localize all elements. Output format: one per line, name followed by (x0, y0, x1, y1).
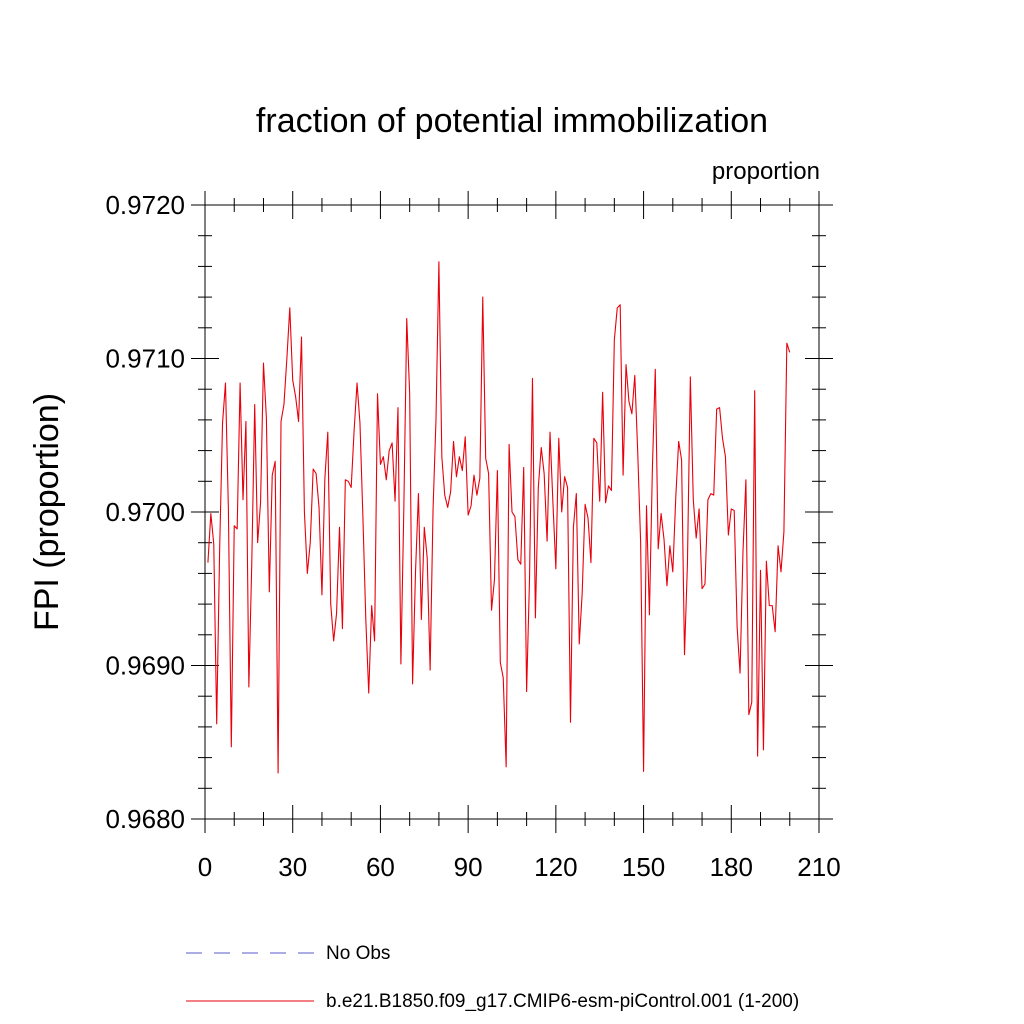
legend-label-no-obs: No Obs (326, 943, 390, 964)
x-tick-label: 120 (534, 852, 577, 882)
series-line (208, 262, 790, 773)
y-tick-label: 0.9710 (105, 344, 185, 374)
y-tick-label: 0.9700 (105, 497, 185, 527)
chart-title: fraction of potential immobilization (256, 102, 768, 140)
y-tick-label: 0.9690 (105, 651, 185, 681)
x-tick-label: 0 (198, 852, 212, 882)
legend: No Obs b.e21.B1850.f09_g17.CMIP6-esm-piC… (186, 943, 799, 1012)
x-tick-label: 210 (797, 852, 840, 882)
x-tick-label: 180 (710, 852, 753, 882)
x-tick-label: 60 (366, 852, 395, 882)
ticks-layer: 0.9680 0.9690 0.9700 0.9710 0.9720 0 30 60 90 120… (105, 190, 840, 882)
y-tick-label: 0.9720 (105, 190, 185, 220)
x-tick-label: 30 (278, 852, 307, 882)
units-label: proportion (712, 158, 820, 185)
x-tick-label: 90 (454, 852, 483, 882)
y-tick-label: 0.9680 (105, 804, 185, 834)
chart: fraction of potential immobilization pro… (0, 0, 1024, 1024)
y-axis-label: FPI (proportion) (28, 393, 66, 631)
series-layer (208, 262, 790, 773)
x-tick-label: 150 (622, 852, 665, 882)
legend-label-control-run: b.e21.B1850.f09_g17.CMIP6-esm-piControl.… (326, 991, 799, 1012)
